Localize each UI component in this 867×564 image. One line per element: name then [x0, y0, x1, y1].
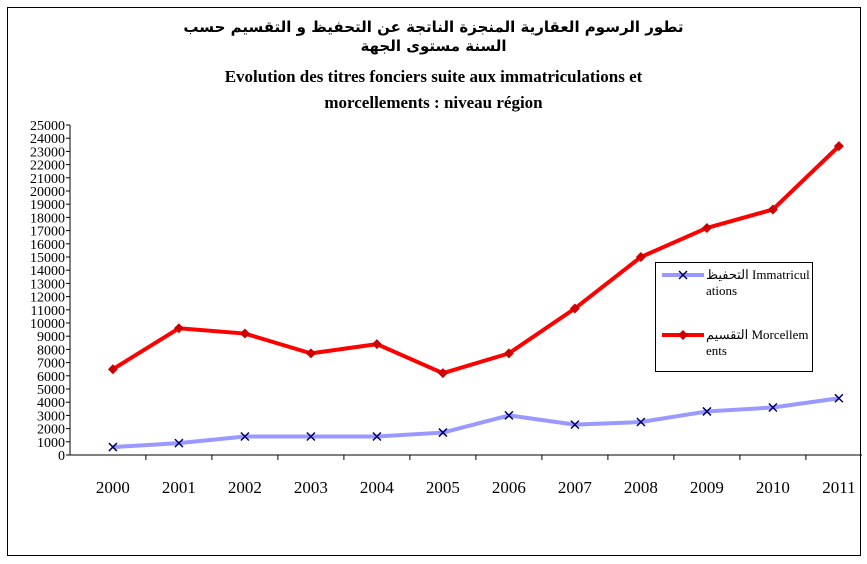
y-tick-label: 8000 [37, 343, 65, 358]
marker-diamond [569, 303, 580, 314]
y-tick-label: 0 [58, 449, 65, 464]
y-tick-label: 19000 [30, 198, 65, 213]
marker-x [636, 417, 646, 427]
marker [678, 270, 688, 280]
y-tick-label: 1000 [37, 436, 65, 451]
legend-label: التحفيظ Immatriculations [706, 267, 810, 298]
marker-x [834, 393, 844, 403]
y-tick-label: 9000 [37, 330, 65, 345]
marker-x [438, 428, 448, 438]
marker [834, 393, 844, 403]
marker [306, 431, 316, 442]
marker [438, 428, 448, 438]
y-tick-label: 14000 [30, 264, 65, 279]
marker-x [678, 270, 688, 280]
marker-diamond [437, 368, 448, 379]
y-tick-label: 15000 [30, 251, 65, 266]
chart-frame [7, 7, 861, 556]
y-tick-label: 10000 [30, 317, 65, 332]
marker-x [372, 431, 382, 442]
marker-diamond [701, 222, 712, 233]
x-tick-label: 2003 [294, 478, 328, 497]
y-tick-label: 2000 [37, 423, 65, 438]
chart-subtitle: Evolution des titres fonciers suite aux … [224, 67, 643, 112]
y-tick-label: 24000 [30, 132, 65, 147]
series-line [112, 396, 840, 450]
marker-x [240, 431, 250, 442]
y-tick-label: 12000 [30, 291, 65, 306]
x-tick-label: 2006 [492, 478, 526, 497]
x-tick-label: 2002 [228, 478, 262, 497]
y-tick-label: 7000 [37, 357, 65, 372]
marker-x [702, 406, 712, 416]
y-tick-label: 25000 [30, 119, 65, 134]
y-tick-label: 17000 [30, 225, 65, 240]
marker [372, 431, 382, 442]
y-tick-label: 4000 [37, 396, 65, 411]
legend-label: التقسيم Morcellements [706, 327, 809, 358]
marker-x [504, 410, 514, 420]
series-line [111, 144, 841, 376]
x-tick-label: 2005 [426, 478, 460, 497]
y-tick-label: 5000 [37, 383, 65, 398]
marker-diamond [239, 328, 250, 339]
marker-diamond [371, 339, 382, 350]
marker [174, 438, 184, 448]
x-tick-label: 2009 [690, 478, 724, 497]
marker-diamond [767, 204, 778, 215]
marker-diamond [107, 364, 118, 375]
marker-diamond [635, 252, 646, 262]
marker [702, 406, 712, 416]
x-tick-label: 2004 [360, 478, 395, 497]
marker-diamond [833, 141, 844, 152]
marker [570, 420, 580, 430]
marker [108, 442, 118, 452]
y-tick-label: 6000 [37, 370, 65, 385]
marker-x [108, 442, 118, 452]
x-tick-label: 2000 [96, 478, 130, 497]
y-tick-label: 21000 [30, 172, 65, 187]
legend: التحفيظ Immatriculations التقسيم Morcelle… [655, 262, 813, 372]
marker-x [306, 431, 316, 442]
y-tick-label: 13000 [30, 277, 65, 292]
x-tick-label: 2010 [756, 478, 790, 497]
y-tick-label: 16000 [30, 238, 65, 253]
x-tick-label: 2011 [822, 478, 855, 497]
y-tick-label: 3000 [37, 409, 65, 424]
legend-keys [662, 270, 704, 340]
marker-diamond [305, 348, 316, 359]
y-tick-label: 23000 [30, 145, 65, 160]
y-tick-label: 11000 [31, 304, 65, 319]
marker [504, 410, 514, 420]
marker-diamond [503, 348, 514, 359]
x-tick-label: 2001 [162, 478, 196, 497]
y-tick-label: 18000 [30, 211, 65, 226]
marker [768, 402, 778, 413]
marker-x [570, 420, 580, 430]
marker [636, 417, 646, 427]
x-tick-label: 2007 [558, 478, 593, 497]
x-tick-label: 2008 [624, 478, 658, 497]
chart-title: تطور الرسوم العقارية المنجزة الناتجة عن … [183, 18, 684, 55]
marker-diamond [678, 330, 688, 340]
marker-x [768, 402, 778, 413]
y-tick-label: 22000 [30, 159, 65, 174]
marker-x [174, 438, 184, 448]
marker [240, 431, 250, 442]
y-tick-label: 20000 [30, 185, 65, 200]
marker-diamond [173, 323, 184, 334]
